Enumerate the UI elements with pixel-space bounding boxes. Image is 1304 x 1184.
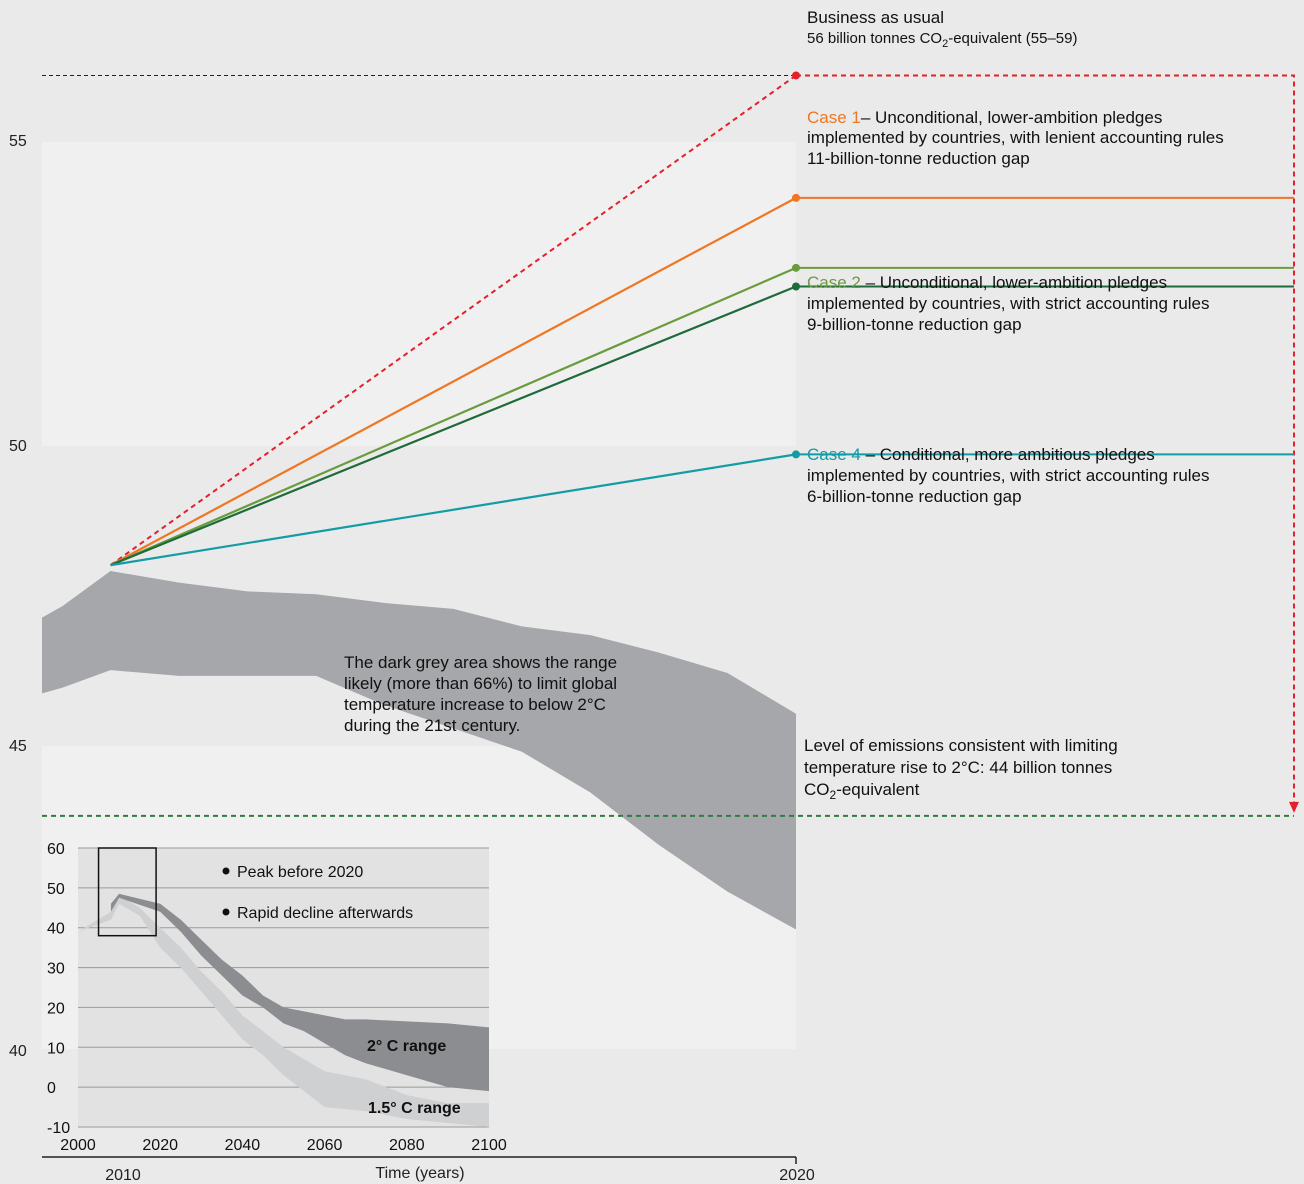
case1-endpoint-marker [792, 193, 800, 202]
inset-x-tick-label: 2000 [60, 1137, 96, 1154]
pledge-endpoint-markers [792, 71, 800, 459]
case-4-annotation-line-3: 6-billion-tonne reduction gap [807, 487, 1022, 506]
inset-y-tick-label: 50 [47, 881, 65, 898]
inset-x-tick-label: 2040 [225, 1137, 261, 1154]
case1-trend-line [110, 196, 797, 567]
inset-x-tick-label: 2080 [389, 1137, 425, 1154]
inset-y-tick-label: 30 [47, 961, 65, 978]
band-note-line: temperature increase to below 2°C [344, 695, 606, 714]
inset-bullet-peak: Peak before 2020 [237, 864, 363, 881]
pledge-level-extensions [796, 196, 1294, 456]
band-note-line: likely (more than 66%) to limit global [344, 674, 617, 693]
case-2-label: Case 2 [807, 273, 861, 292]
inset-y-tick-label: 20 [47, 1000, 65, 1017]
x-tick-label: 2020 [779, 1167, 815, 1184]
bau-endpoint-marker [792, 71, 800, 80]
case2_light-trend-line [110, 266, 797, 567]
case-1-annotation-line-3: 11-billion-tonne reduction gap [807, 149, 1030, 168]
case-2-annotation-line-1: Case 2 – Unconditional, lower-ambition p… [807, 273, 1167, 292]
one-point-five-degree-range-area [78, 895, 489, 1127]
target-annotation-line-1: Level of emissions consistent with limit… [804, 736, 1118, 755]
case2-endpoint-marker [792, 282, 800, 291]
x-axis-title: Time (years) [375, 1165, 464, 1182]
inset-x-tick-labels: 2000 2020 2040 2060 2080 2100 [60, 1137, 507, 1154]
target-annotation-line-2: temperature rise to 2°C: 44 billion tonn… [804, 758, 1112, 777]
target-co2-text: CO [804, 780, 830, 799]
y-tick-label: 40 [9, 1043, 27, 1060]
inset-highlight-box [97, 847, 157, 937]
target-co2-rest: -equivalent [836, 780, 919, 799]
y-tick-label: 45 [9, 738, 27, 755]
inset-y-tick-labels: 60 50 40 30 20 10 0 -10 [47, 841, 70, 1137]
case-1-label: Case 1 [807, 108, 861, 127]
bau-desc-subscript: 2 [942, 38, 948, 50]
case-4-annotation-line-2: implemented by countries, with strict ac… [807, 466, 1210, 485]
target-annotation-line-3: CO2-equivalent [804, 780, 920, 802]
bullet-icon [222, 867, 230, 875]
inset-y-tick-label: 60 [47, 841, 65, 858]
y-tick-label: 50 [9, 438, 27, 455]
gap-arrowhead [1289, 801, 1299, 813]
one-point-five-degree-range-label: 1.5° C range [368, 1100, 461, 1117]
case-1-annotation-line-2: implemented by countries, with lenient a… [807, 128, 1224, 147]
band-note-line: The dark grey area shows the range [344, 653, 617, 672]
case4-trend-line [110, 453, 797, 567]
inset-y-tick-label: 10 [47, 1040, 65, 1057]
inset-long-term-chart: 60 50 40 30 20 10 0 -10 2000 2020 2040 2060 2080 210… [47, 841, 507, 1154]
bau-desc-text: 56 billion tonnes CO [807, 30, 942, 47]
case-4-annotation-line-1: Case 4 – Conditional, more ambitious ple… [807, 445, 1155, 464]
two-degree-range-label: 2° C range [367, 1038, 446, 1055]
band-note-line: during the 21st century. [344, 716, 520, 735]
inset-x-tick-label: 2100 [471, 1137, 507, 1154]
business-as-usual-description: 56 billion tonnes CO2-equivalent (55–59) [807, 30, 1077, 50]
bau-desc-rest: -equivalent (55–59) [948, 30, 1077, 47]
pledge-series-lines [109, 74, 797, 567]
case-1-text: – Unconditional, lower-ambition pledges [861, 108, 1162, 127]
case-2-text: – Unconditional, lower-ambition pledges [861, 273, 1167, 292]
gap-arrow [796, 74, 1295, 804]
case-2-annotation-line-3: 9-billion-tonne reduction gap [807, 315, 1022, 334]
inset-plot-background [78, 848, 489, 1127]
plot-band-light-upper [42, 142, 796, 446]
case4-endpoint-marker [792, 450, 800, 459]
inset-x-tick-label: 2060 [307, 1137, 343, 1154]
target-co2-subscript: 2 [830, 788, 837, 802]
business-as-usual-title: Business as usual [807, 8, 944, 27]
case-2-annotation-line-2: implemented by countries, with strict ac… [807, 294, 1210, 313]
case-4-label: Case 4 [807, 445, 861, 464]
case-1-annotation-line-1: Case 1– Unconditional, lower-ambition pl… [807, 108, 1162, 127]
case-4-text: – Conditional, more ambitious pledges [861, 445, 1155, 464]
x-tick-label: 2010 [105, 1167, 141, 1184]
inset-y-tick-label: 0 [47, 1080, 56, 1097]
inset-y-tick-label: 40 [47, 921, 65, 938]
inset-x-tick-label: 2020 [142, 1137, 178, 1154]
y-tick-label: 55 [9, 133, 27, 150]
inset-bullet-decline: Rapid decline afterwards [237, 905, 413, 922]
case2-trend-line [110, 285, 797, 567]
two-degree-range-band [42, 571, 796, 930]
case2_light-endpoint-marker [792, 263, 800, 272]
two-degree-range-area [110, 893, 490, 1092]
inset-y-tick-label: -10 [47, 1120, 70, 1137]
bullet-icon [222, 908, 230, 916]
